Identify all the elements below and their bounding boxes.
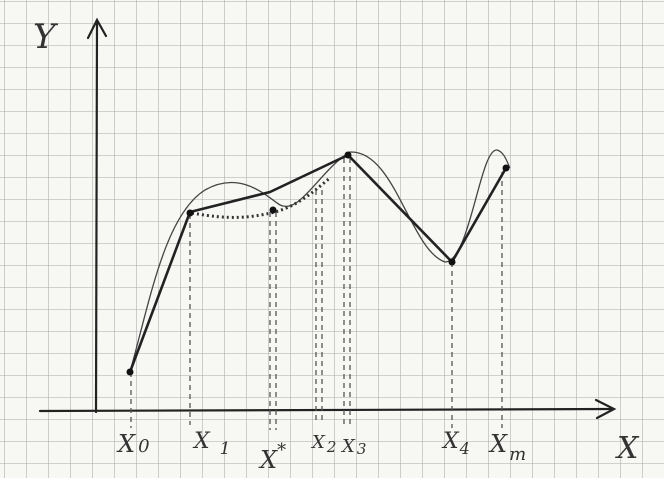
axes [38, 17, 617, 420]
node-xm [502, 164, 510, 172]
node-x1 [186, 209, 194, 217]
node-points [126, 151, 510, 376]
smooth-function-curve [129, 149, 511, 373]
y-axis-label: Y [33, 17, 59, 57]
y-axis [94, 20, 99, 414]
node-x4 [448, 258, 456, 266]
node-x3 [344, 151, 352, 159]
node-x0 [126, 368, 134, 376]
x-axis [38, 407, 614, 413]
node-xstar [269, 206, 277, 214]
x-axis-arrowhead [594, 398, 617, 420]
y-axis-arrowhead [86, 17, 108, 40]
dotted-segment [191, 176, 331, 219]
piecewise-linear-curve [128, 153, 508, 373]
tick-label-x4: X4 [441, 429, 470, 458]
tick-label-xstar: X* [258, 440, 286, 474]
projection-lines [130, 158, 503, 430]
x-axis-label: X [615, 431, 640, 466]
